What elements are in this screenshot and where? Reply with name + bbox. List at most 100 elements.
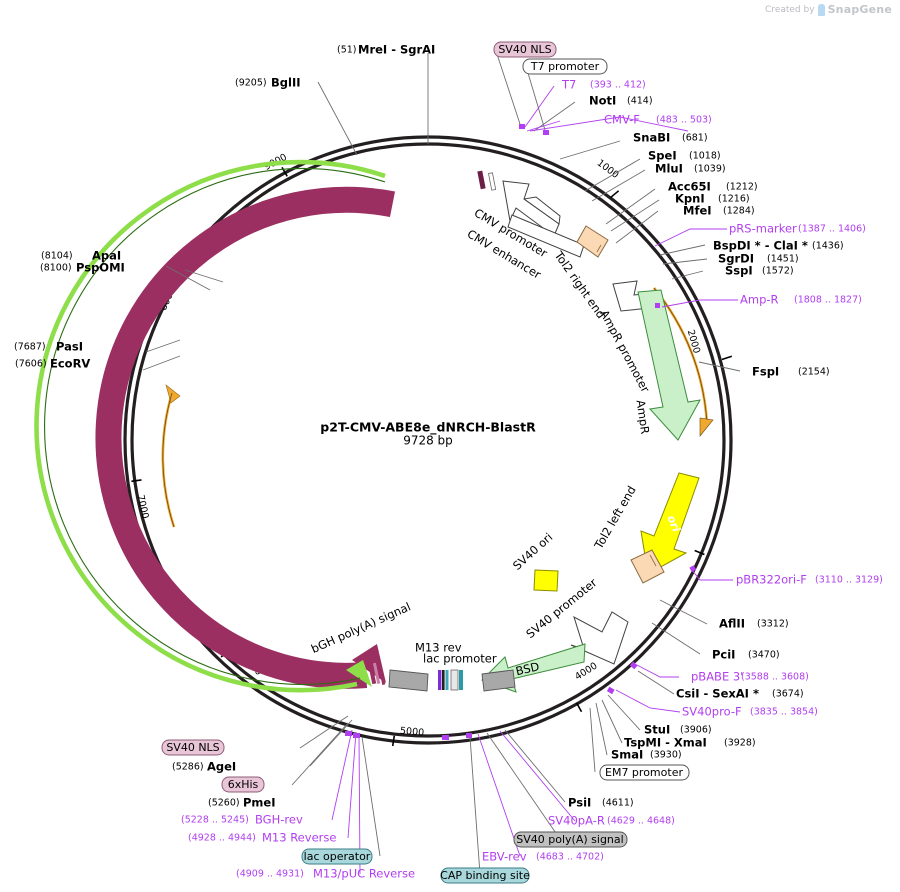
- watermark-name: SnapGene: [827, 3, 892, 16]
- label-pcii[interactable]: PciI (3470): [712, 648, 780, 662]
- enzyme-pos: (414): [627, 96, 653, 107]
- boxed-label: T7 promoter: [530, 60, 600, 73]
- axis-tick-7000: 7000: [131, 479, 150, 520]
- orf-green-arc-outline: [44, 167, 386, 685]
- boxed-label: SV40 NLS: [166, 741, 219, 754]
- label-bglii[interactable]: (9205) BglII: [235, 76, 301, 90]
- primer-name: M13 Reverse: [262, 831, 336, 845]
- enzyme-name: TspMI - XmaI: [624, 736, 707, 750]
- enzyme-pos: (8104): [41, 251, 73, 262]
- label-box-sv40-nls-bottom[interactable]: SV40 NLS: [161, 739, 225, 756]
- label-box-t7-promoter[interactable]: T7 promoter: [522, 58, 608, 75]
- enzyme-name: SnaBI: [633, 131, 670, 145]
- enzyme-pos: (681): [682, 133, 708, 144]
- label-box-em7-promoter[interactable]: EM7 promoter: [599, 764, 690, 781]
- enzyme-pos: (9205): [235, 78, 267, 89]
- label-ecorv[interactable]: (7606) EcoRV: [15, 357, 90, 371]
- leader-lines: [142, 47, 741, 875]
- label-pasi[interactable]: (7687) PasI: [14, 340, 83, 354]
- label-kpni[interactable]: KpnI (1216): [675, 192, 750, 206]
- label-fspi[interactable]: FspI (2154): [752, 365, 830, 379]
- primer-name: SV40pA-R: [548, 814, 605, 828]
- label-primer-m13puc-reverse[interactable]: (4909 .. 4931) M13/pUC Reverse: [236, 867, 415, 881]
- label-bspdi-clai[interactable]: BspDI * - ClaI * (1436): [713, 239, 844, 253]
- label-primer-t7[interactable]: T7 (393 .. 412): [561, 78, 646, 92]
- label-psii[interactable]: PsiI (4611): [568, 796, 634, 810]
- plasmid-size: 9728 bp: [403, 434, 453, 448]
- label-spei[interactable]: SpeI (1018): [648, 149, 721, 163]
- enzyme-name: BglII: [271, 76, 301, 90]
- label-box-sv40-nls-top[interactable]: SV40 NLS: [493, 41, 557, 58]
- label-primer-pbr322ori-f[interactable]: pBR322ori-F (3110 .. 3129): [736, 573, 883, 587]
- label-primer-pbabe3[interactable]: pBABE 3' (3588 .. 3608): [691, 670, 809, 684]
- enzyme-pos: (1436): [812, 241, 844, 252]
- label-tspmi-xmai[interactable]: TspMI - XmaI (3928): [624, 736, 756, 750]
- label-aflii[interactable]: AflII (3312): [719, 617, 789, 631]
- enzyme-pos: (5260): [208, 798, 240, 809]
- enzyme-pos: (1212): [726, 182, 758, 193]
- boxed-label: SV40 NLS: [498, 43, 551, 56]
- axis-tick-5000: 5000: [391, 726, 425, 747]
- feature-ampr[interactable]: AmpR: [634, 289, 701, 441]
- label-primer-sv40pro-f[interactable]: SV40pro-F (3835 .. 3854): [682, 705, 818, 719]
- label-sspi[interactable]: SspI (1572): [725, 264, 794, 278]
- label-primer-sv40pa-r[interactable]: SV40pA-R (4629 .. 4648): [548, 814, 675, 828]
- orf-orange-left: [161, 384, 181, 528]
- label-stui[interactable]: StuI (3906): [644, 723, 712, 737]
- label-primer-bgh-rev[interactable]: (5228 .. 5245) BGH-rev: [181, 813, 303, 827]
- primer-name: Amp-R: [740, 293, 779, 307]
- enzyme-pos: (3906): [680, 725, 712, 736]
- primer-name: CMV-F: [604, 113, 640, 127]
- label-primer-cmvf[interactable]: CMV-F (483 .. 503): [604, 113, 712, 127]
- primer-name: EBV-rev: [482, 850, 527, 864]
- enzyme-name: SmaI: [611, 748, 643, 762]
- feature-label-cas9: Cas9: [170, 419, 189, 451]
- boxed-label: EM7 promoter: [605, 766, 683, 779]
- label-pmei[interactable]: (5260) PmeI: [208, 796, 276, 810]
- label-mrei-sgrai[interactable]: (51) MreI - SgrAI: [337, 43, 435, 57]
- page-title: p2T-CMV-ABE8e_dNRCH-BlastR: [320, 420, 536, 436]
- primer-name: pBR322ori-F: [736, 573, 807, 587]
- snapgene-logo-icon: [817, 3, 825, 16]
- feature-m13-rev[interactable]: M13 rev: [415, 641, 462, 691]
- feature-grey-box-1[interactable]: [388, 669, 429, 692]
- axis-tick-label: 5000: [400, 726, 425, 739]
- primer-name: M13/pUC Reverse: [313, 867, 415, 881]
- orf-green-arc: [34, 159, 386, 693]
- primer-range: (393 .. 412): [590, 80, 646, 91]
- label-noti[interactable]: NotI (414): [589, 94, 653, 108]
- label-smai[interactable]: SmaI (3930): [611, 748, 682, 762]
- primer-range: (1387 .. 1406): [798, 224, 866, 235]
- label-box-lac-operator[interactable]: lac operator: [301, 848, 373, 865]
- label-primer-ebv-rev[interactable]: EBV-rev (4683 .. 4702): [482, 850, 604, 864]
- enzyme-pos: (3674): [772, 689, 804, 700]
- feature-grey-box-2[interactable]: [481, 669, 516, 692]
- feature-tol2-left-end[interactable]: Tol2 left end: [591, 483, 665, 584]
- label-box-sv40-polya[interactable]: SV40 poly(A) signal: [513, 831, 628, 848]
- label-snabi[interactable]: SnaBI (681): [633, 131, 708, 145]
- enzyme-name: MluI: [655, 162, 683, 176]
- label-apai[interactable]: (8104) ApaI: [41, 249, 121, 263]
- label-sgrdi[interactable]: SgrDI (1451): [718, 252, 799, 266]
- label-primer-m13-reverse[interactable]: (4928 .. 4944) M13 Reverse: [188, 831, 336, 845]
- label-csii-sexai[interactable]: CsiI - SexAI * (3674): [676, 687, 804, 701]
- primer-range: (4928 .. 4944): [188, 833, 256, 844]
- label-agei[interactable]: (5286) AgeI: [172, 760, 236, 774]
- feature-lac-promoter[interactable]: lac promoter: [423, 652, 497, 691]
- feature-sv40-ori[interactable]: SV40 ori: [510, 530, 559, 592]
- enzyme-pos: (51): [337, 45, 357, 56]
- label-primer-ampr[interactable]: Amp-R (1808 .. 1827): [740, 293, 862, 307]
- label-box-6xhis[interactable]: 6xHis: [221, 776, 265, 793]
- feature-label-bsd: BSD: [514, 659, 541, 678]
- enzyme-name: Acc65I: [668, 180, 711, 194]
- label-pspomi[interactable]: (8100) PspOMI: [40, 261, 125, 275]
- label-box-cap-binding-site[interactable]: CAP binding site: [440, 867, 530, 884]
- feature-ori[interactable]: ori: [640, 472, 700, 575]
- label-mlui[interactable]: MluI (1039): [655, 162, 726, 176]
- enzyme-name: PsiI: [568, 796, 591, 810]
- enzyme-pos: (5286): [172, 762, 204, 773]
- label-acc65i[interactable]: Acc65I (1212): [668, 180, 758, 194]
- label-mfei[interactable]: MfeI (1284): [683, 204, 755, 218]
- label-primer-prs-marker[interactable]: pRS-marker (1387 .. 1406): [729, 222, 866, 236]
- primer-name: pBABE 3': [691, 670, 743, 684]
